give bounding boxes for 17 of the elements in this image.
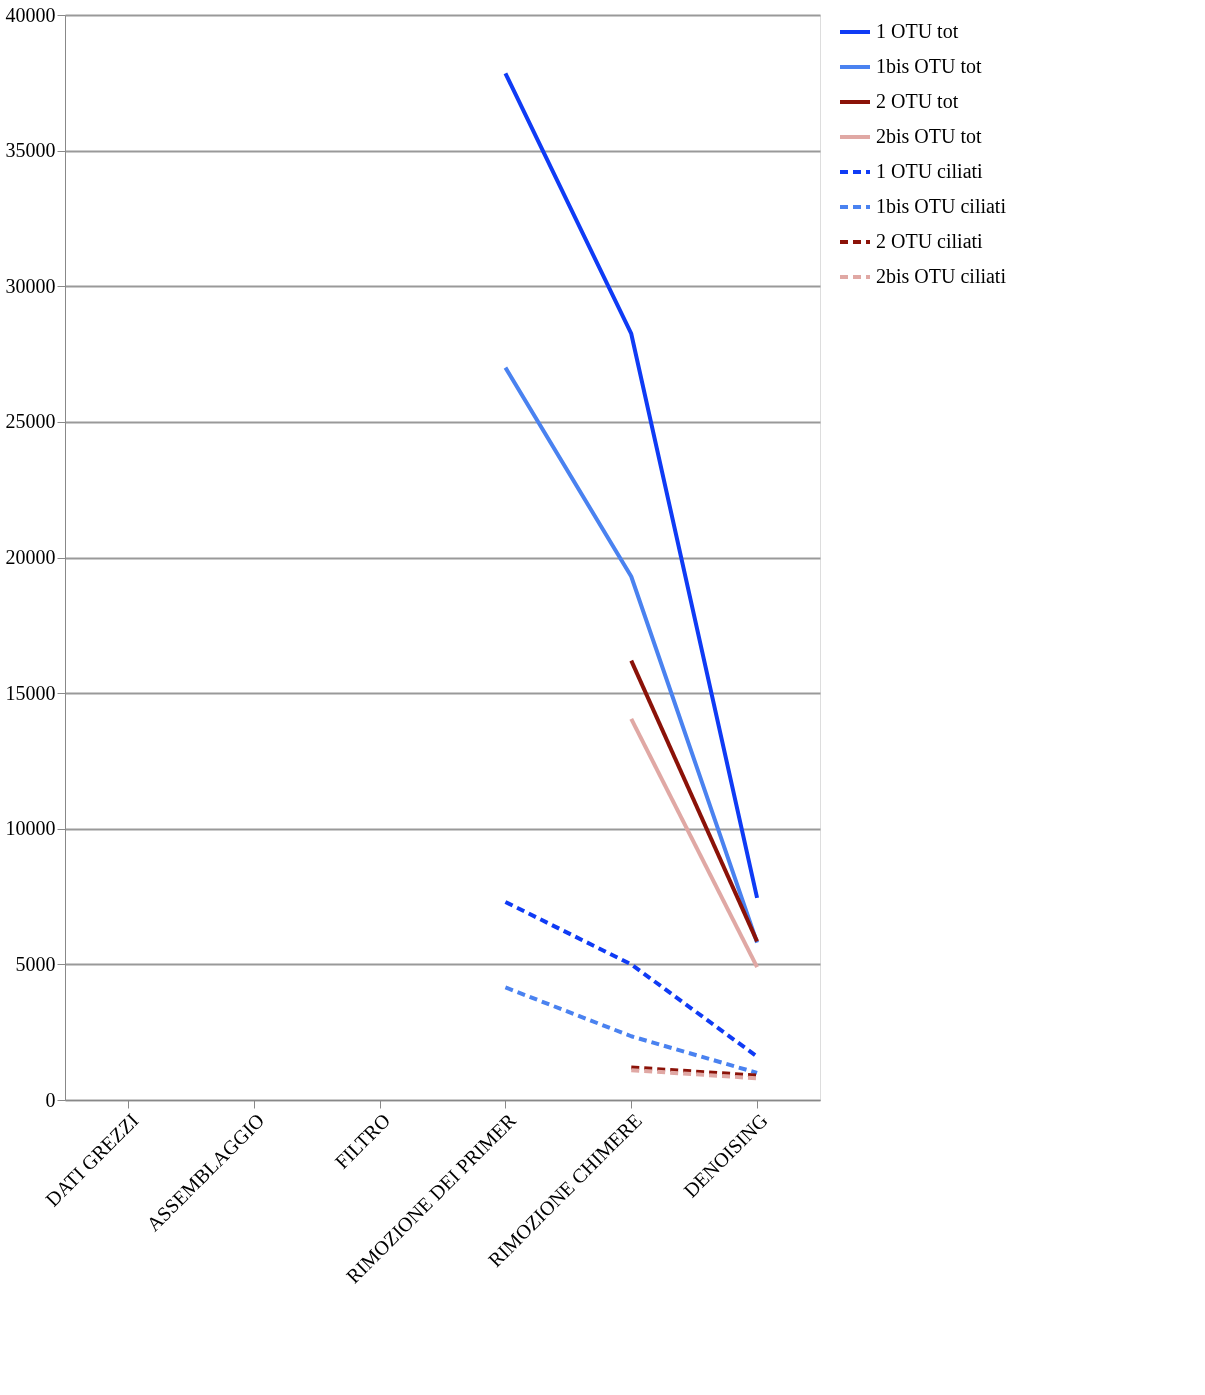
legend-label: 1 OTU ciliati <box>876 160 984 182</box>
y-tick-label: 0 <box>45 1088 56 1111</box>
legend-label: 1bis OTU ciliati <box>876 195 1007 217</box>
legend-label: 2 OTU tot <box>876 90 959 112</box>
y-tick-label: 35000 <box>5 139 56 162</box>
y-tick-label: 20000 <box>5 546 56 568</box>
y-tick-label: 10000 <box>5 817 56 840</box>
y-tick-label: 25000 <box>5 410 56 433</box>
legend-label: 1 OTU tot <box>876 20 959 42</box>
legend-label: 1bis OTU tot <box>876 55 982 77</box>
y-tick-label: 30000 <box>5 274 56 297</box>
legend-label: 2bis OTU ciliati <box>876 265 1007 287</box>
y-tick-label: 40000 <box>5 3 56 26</box>
y-tick-label: 15000 <box>5 681 56 704</box>
legend-label: 2bis OTU tot <box>876 125 982 147</box>
y-tick-label: 5000 <box>15 952 56 975</box>
legend-label: 2 OTU ciliati <box>876 230 984 252</box>
